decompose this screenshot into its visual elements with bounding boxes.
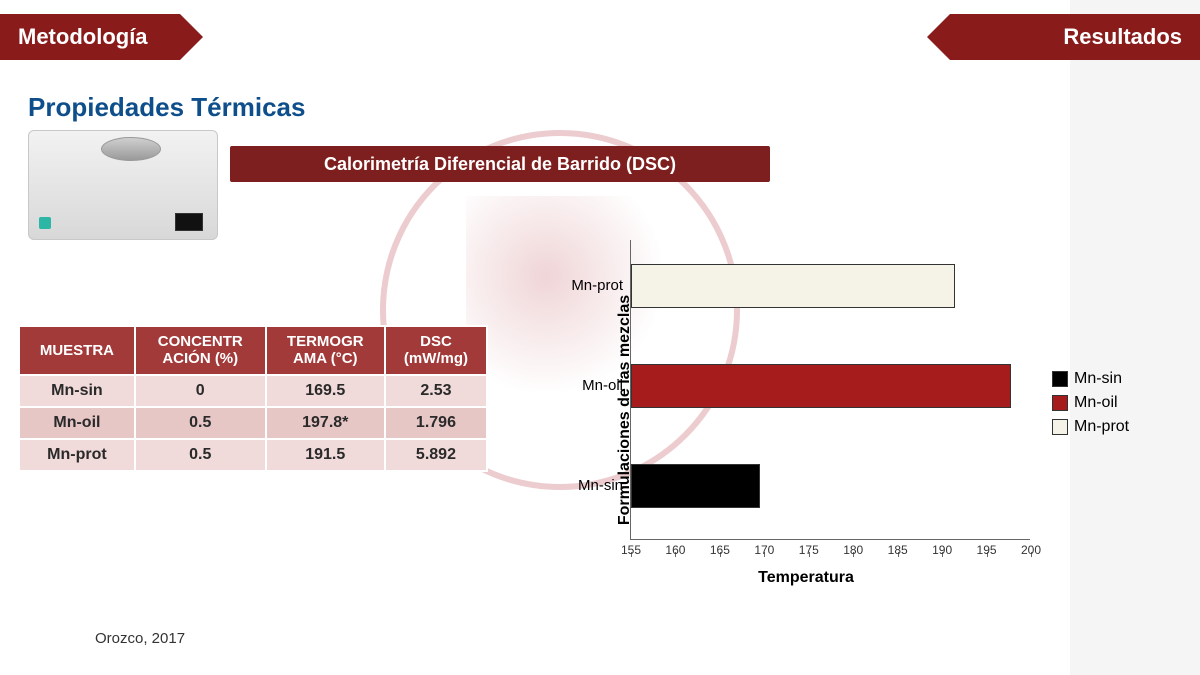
instrument-sample-disc [101,137,161,161]
table-header-row: MUESTRACONCENTRACIÓN (%)TERMOGRAMA (°C)D… [19,326,487,375]
chart-x-ticks: 155160165170175180185190195200 [631,539,1030,557]
chart-tick-label: 185 [888,543,908,557]
table-header-cell: CONCENTRACIÓN (%) [135,326,266,375]
table-body: Mn-sin0169.52.53Mn-oil0.5197.8*1.796Mn-p… [19,375,487,471]
ribbon-right-label: Resultados [1063,24,1182,50]
chart-category-label: Mn-sin [561,477,623,494]
chart-tick-label: 190 [932,543,952,557]
chart-tick-label: 155 [621,543,641,557]
chart-tick-label: 195 [977,543,997,557]
table-row: Mn-oil0.5197.8*1.796 [19,407,487,439]
ribbon-methodology: Metodología [0,14,180,60]
legend-item: Mn-oil [1052,394,1129,412]
chart-category-label: Mn-prot [561,277,623,294]
table-cell: Mn-prot [19,439,135,471]
chart-plot-area: 155160165170175180185190195200 Mn-protMn… [630,240,1030,540]
chart-category-label: Mn-oil [561,377,623,394]
chart-tick-label: 175 [799,543,819,557]
legend-swatch [1052,371,1068,387]
chart-tick-label: 165 [710,543,730,557]
chart-bar [631,464,760,508]
dsc-subheader-text: Calorimetría Diferencial de Barrido (DSC… [324,154,676,175]
chart-tick-label: 180 [843,543,863,557]
legend-label: Mn-prot [1074,418,1129,436]
legend-item: Mn-prot [1052,418,1129,436]
table-cell: 0.5 [135,439,266,471]
legend-swatch [1052,395,1068,411]
table-header-cell: DSC(mW/mg) [385,326,487,375]
legend-item: Mn-sin [1052,370,1129,388]
legend-label: Mn-oil [1074,394,1118,412]
table-cell: 191.5 [266,439,385,471]
chart-tick-label: 170 [754,543,774,557]
temperature-bar-chart: Formulaciones de las mezclas 15516016517… [520,235,1040,585]
table-header-cell: TERMOGRAMA (°C) [266,326,385,375]
instrument-brand-dot [39,217,51,229]
table-cell: 1.796 [385,407,487,439]
table-header-cell: MUESTRA [19,326,135,375]
legend-label: Mn-sin [1074,370,1122,388]
ribbon-results: Resultados [950,14,1200,60]
table-cell: 5.892 [385,439,487,471]
chart-tick-label: 200 [1021,543,1041,557]
table-cell: 0 [135,375,266,407]
section-title: Propiedades Térmicas [28,92,305,123]
instrument-display [175,213,203,231]
chart-x-axis-label: Temperatura [758,569,854,587]
table-cell: 197.8* [266,407,385,439]
chart-legend: Mn-sin Mn-oil Mn-prot [1052,370,1129,442]
table-cell: Mn-oil [19,407,135,439]
table-cell: 2.53 [385,375,487,407]
table-cell: Mn-sin [19,375,135,407]
dsc-instrument-image [28,130,218,240]
table-cell: 0.5 [135,407,266,439]
chart-tick-label: 160 [665,543,685,557]
ribbon-left-label: Metodología [18,24,148,50]
chart-bar [631,264,955,308]
chart-bar [631,364,1011,408]
table-cell: 169.5 [266,375,385,407]
table-row: Mn-sin0169.52.53 [19,375,487,407]
dsc-subheader-bar: Calorimetría Diferencial de Barrido (DSC… [230,146,770,182]
table-row: Mn-prot0.5191.55.892 [19,439,487,471]
dsc-data-table: MUESTRACONCENTRACIÓN (%)TERMOGRAMA (°C)D… [18,325,488,472]
legend-swatch [1052,419,1068,435]
citation: Orozco, 2017 [95,630,185,647]
right-background-band [1070,0,1200,675]
